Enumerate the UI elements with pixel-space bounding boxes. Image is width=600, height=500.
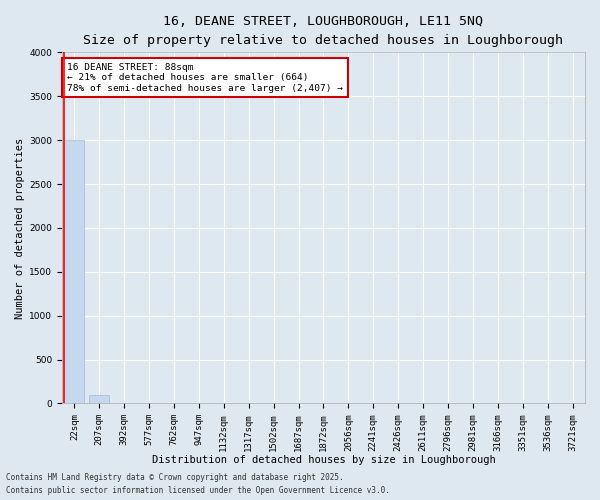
Text: 16 DEANE STREET: 88sqm
← 21% of detached houses are smaller (664)
78% of semi-de: 16 DEANE STREET: 88sqm ← 21% of detached… — [67, 63, 343, 92]
Bar — [64, 140, 85, 404]
Text: Contains HM Land Registry data © Crown copyright and database right 2025.
Contai: Contains HM Land Registry data © Crown c… — [6, 474, 390, 495]
X-axis label: Distribution of detached houses by size in Loughborough: Distribution of detached houses by size … — [152, 455, 496, 465]
Bar — [89, 394, 109, 404]
Title: 16, DEANE STREET, LOUGHBOROUGH, LE11 5NQ
Size of property relative to detached h: 16, DEANE STREET, LOUGHBOROUGH, LE11 5NQ… — [83, 15, 563, 47]
Y-axis label: Number of detached properties: Number of detached properties — [15, 138, 25, 318]
